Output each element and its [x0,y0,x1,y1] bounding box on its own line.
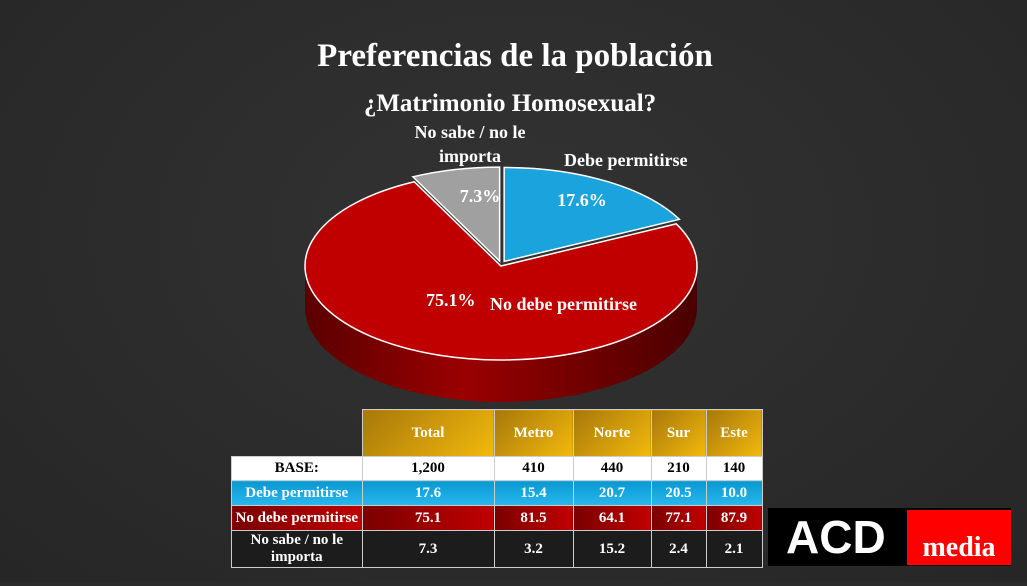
table-row: No sabe / no le importa 7.3 3.2 15.2 2.4 2.1 [231,530,763,568]
slice-value-debe: 17.6% [557,190,607,210]
page-title: Preferencias de la población [317,38,713,74]
cell: 75.1 [361,505,495,531]
cell: 410 [493,456,574,481]
cell: 87.9 [705,505,763,531]
slice-value-no-sabe: 7.3% [460,186,501,206]
row-label: No debe permitirse [231,505,363,531]
cell: 1,200 [361,456,495,481]
slice-value-no-debe: 75.1% [426,290,476,310]
cell: 2.1 [705,530,763,568]
logo-media-text: media [907,510,1011,565]
header-total: Total [361,409,495,457]
row-label: Debe permitirse [231,480,363,506]
cell: 10.0 [705,480,763,506]
pie-slice [503,166,681,263]
results-table: Total Metro Norte Sur Este BASE: 1,200 41… [231,409,763,568]
cell: 2.4 [650,530,707,568]
table-row: No debe permitirse 75.1 81.5 64.1 77.1 87.9 [231,505,763,531]
header-este: Este [705,409,763,457]
cell: 20.7 [572,480,652,506]
cell: 210 [650,456,707,481]
cell: 64.1 [572,505,652,531]
table-row: BASE: 1,200 410 440 210 140 [231,456,763,481]
logo-acd-text: ACD [786,511,886,563]
pie-side [305,266,697,402]
table-row: Debe permitirse 17.6 15.4 20.7 20.5 10.0 [231,480,763,506]
acd-media-logo: ACD media [768,508,1011,566]
cell: 20.5 [650,480,707,506]
header-norte: Norte [572,409,652,457]
cell: 17.6 [361,480,495,506]
slice-label-debe: Debe permitirse [564,150,687,170]
table-header-row: Total Metro Norte Sur Este [232,409,763,457]
pie-slice [411,166,501,263]
row-label-line: No sabe / no le [250,532,343,548]
row-label: BASE: [231,456,363,481]
slice-label-no-debe: No debe permitirse [490,294,637,314]
row-label-line: importa [270,549,323,565]
header-sur: Sur [650,409,707,457]
pie-slice [304,180,698,361]
chart-title: ¿Matrimonio Homosexual? [363,90,657,117]
slice-label-no-sabe-line1: No sabe / no le [414,122,525,142]
cell: 440 [572,456,652,481]
slice-label-no-sabe-line2: importa [439,146,501,166]
cell: 7.3 [361,530,495,568]
row-label: No sabe / no le importa [231,530,363,568]
header-metro: Metro [493,409,574,457]
cell: 77.1 [650,505,707,531]
cell: 81.5 [493,505,574,531]
cell: 140 [705,456,763,481]
cell: 15.4 [493,480,574,506]
cell: 3.2 [493,530,574,568]
cell: 15.2 [572,530,652,568]
